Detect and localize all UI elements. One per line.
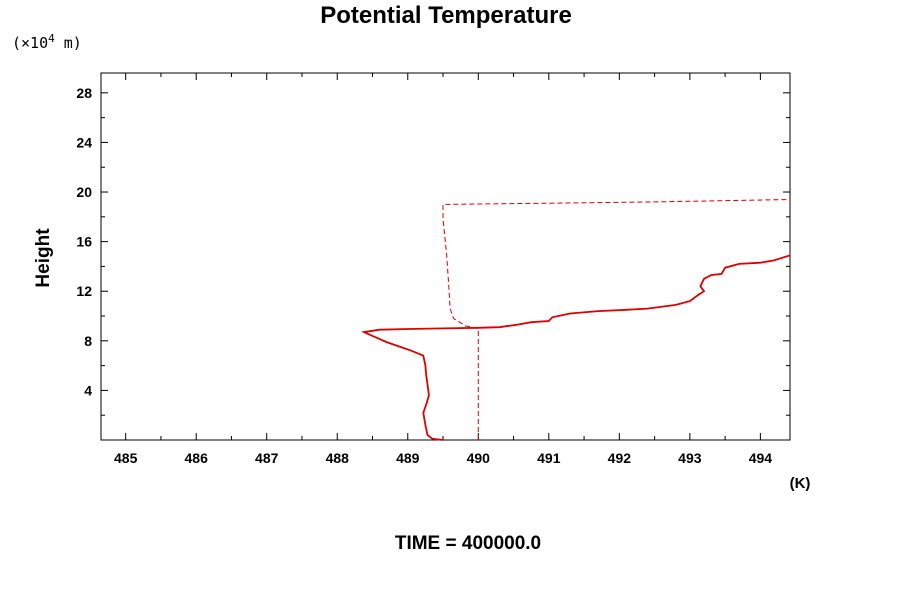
x-tick-label: 485 xyxy=(114,450,138,466)
y-tick-label: 8 xyxy=(84,333,92,349)
series-solid-line xyxy=(360,254,791,441)
x-tick-label: 494 xyxy=(749,450,773,466)
x-tick-label: 488 xyxy=(326,450,350,466)
time-label: TIME = 400000.0 xyxy=(395,533,541,554)
y-axis-label: Height xyxy=(33,228,54,288)
y-tick-label: 28 xyxy=(76,85,92,101)
y-tick-label: 24 xyxy=(76,134,92,150)
x-tick-label: 492 xyxy=(608,450,632,466)
x-tick-label: 486 xyxy=(185,450,209,466)
x-tick-label: 493 xyxy=(678,450,702,466)
x-tick-label: 487 xyxy=(255,450,279,466)
x-unit-label: (K) xyxy=(790,475,811,492)
series-layer xyxy=(360,199,791,441)
series-dashed-line xyxy=(442,199,791,440)
y-tick-label: 12 xyxy=(76,283,92,299)
y-tick-label: 16 xyxy=(76,234,92,250)
y-tick-label: 20 xyxy=(76,184,92,200)
x-tick-label: 491 xyxy=(537,450,561,466)
x-tick-label: 490 xyxy=(467,450,491,466)
y-scale-prefix: (×10 xyxy=(12,34,48,52)
axis-ticks: 485 486 487 488 489 490 491 492 493 494 4 8 12 16 20 24… xyxy=(76,73,790,466)
x-tick-label: 489 xyxy=(396,450,420,466)
y-scale-exponent: 4 xyxy=(48,32,55,45)
chart-title: Potential Temperature xyxy=(320,2,572,29)
y-scale-unit: m) xyxy=(55,34,82,52)
y-tick-label: 4 xyxy=(84,382,92,398)
y-scale-label: (×104 m) xyxy=(12,32,82,52)
plot-frame xyxy=(100,72,791,441)
